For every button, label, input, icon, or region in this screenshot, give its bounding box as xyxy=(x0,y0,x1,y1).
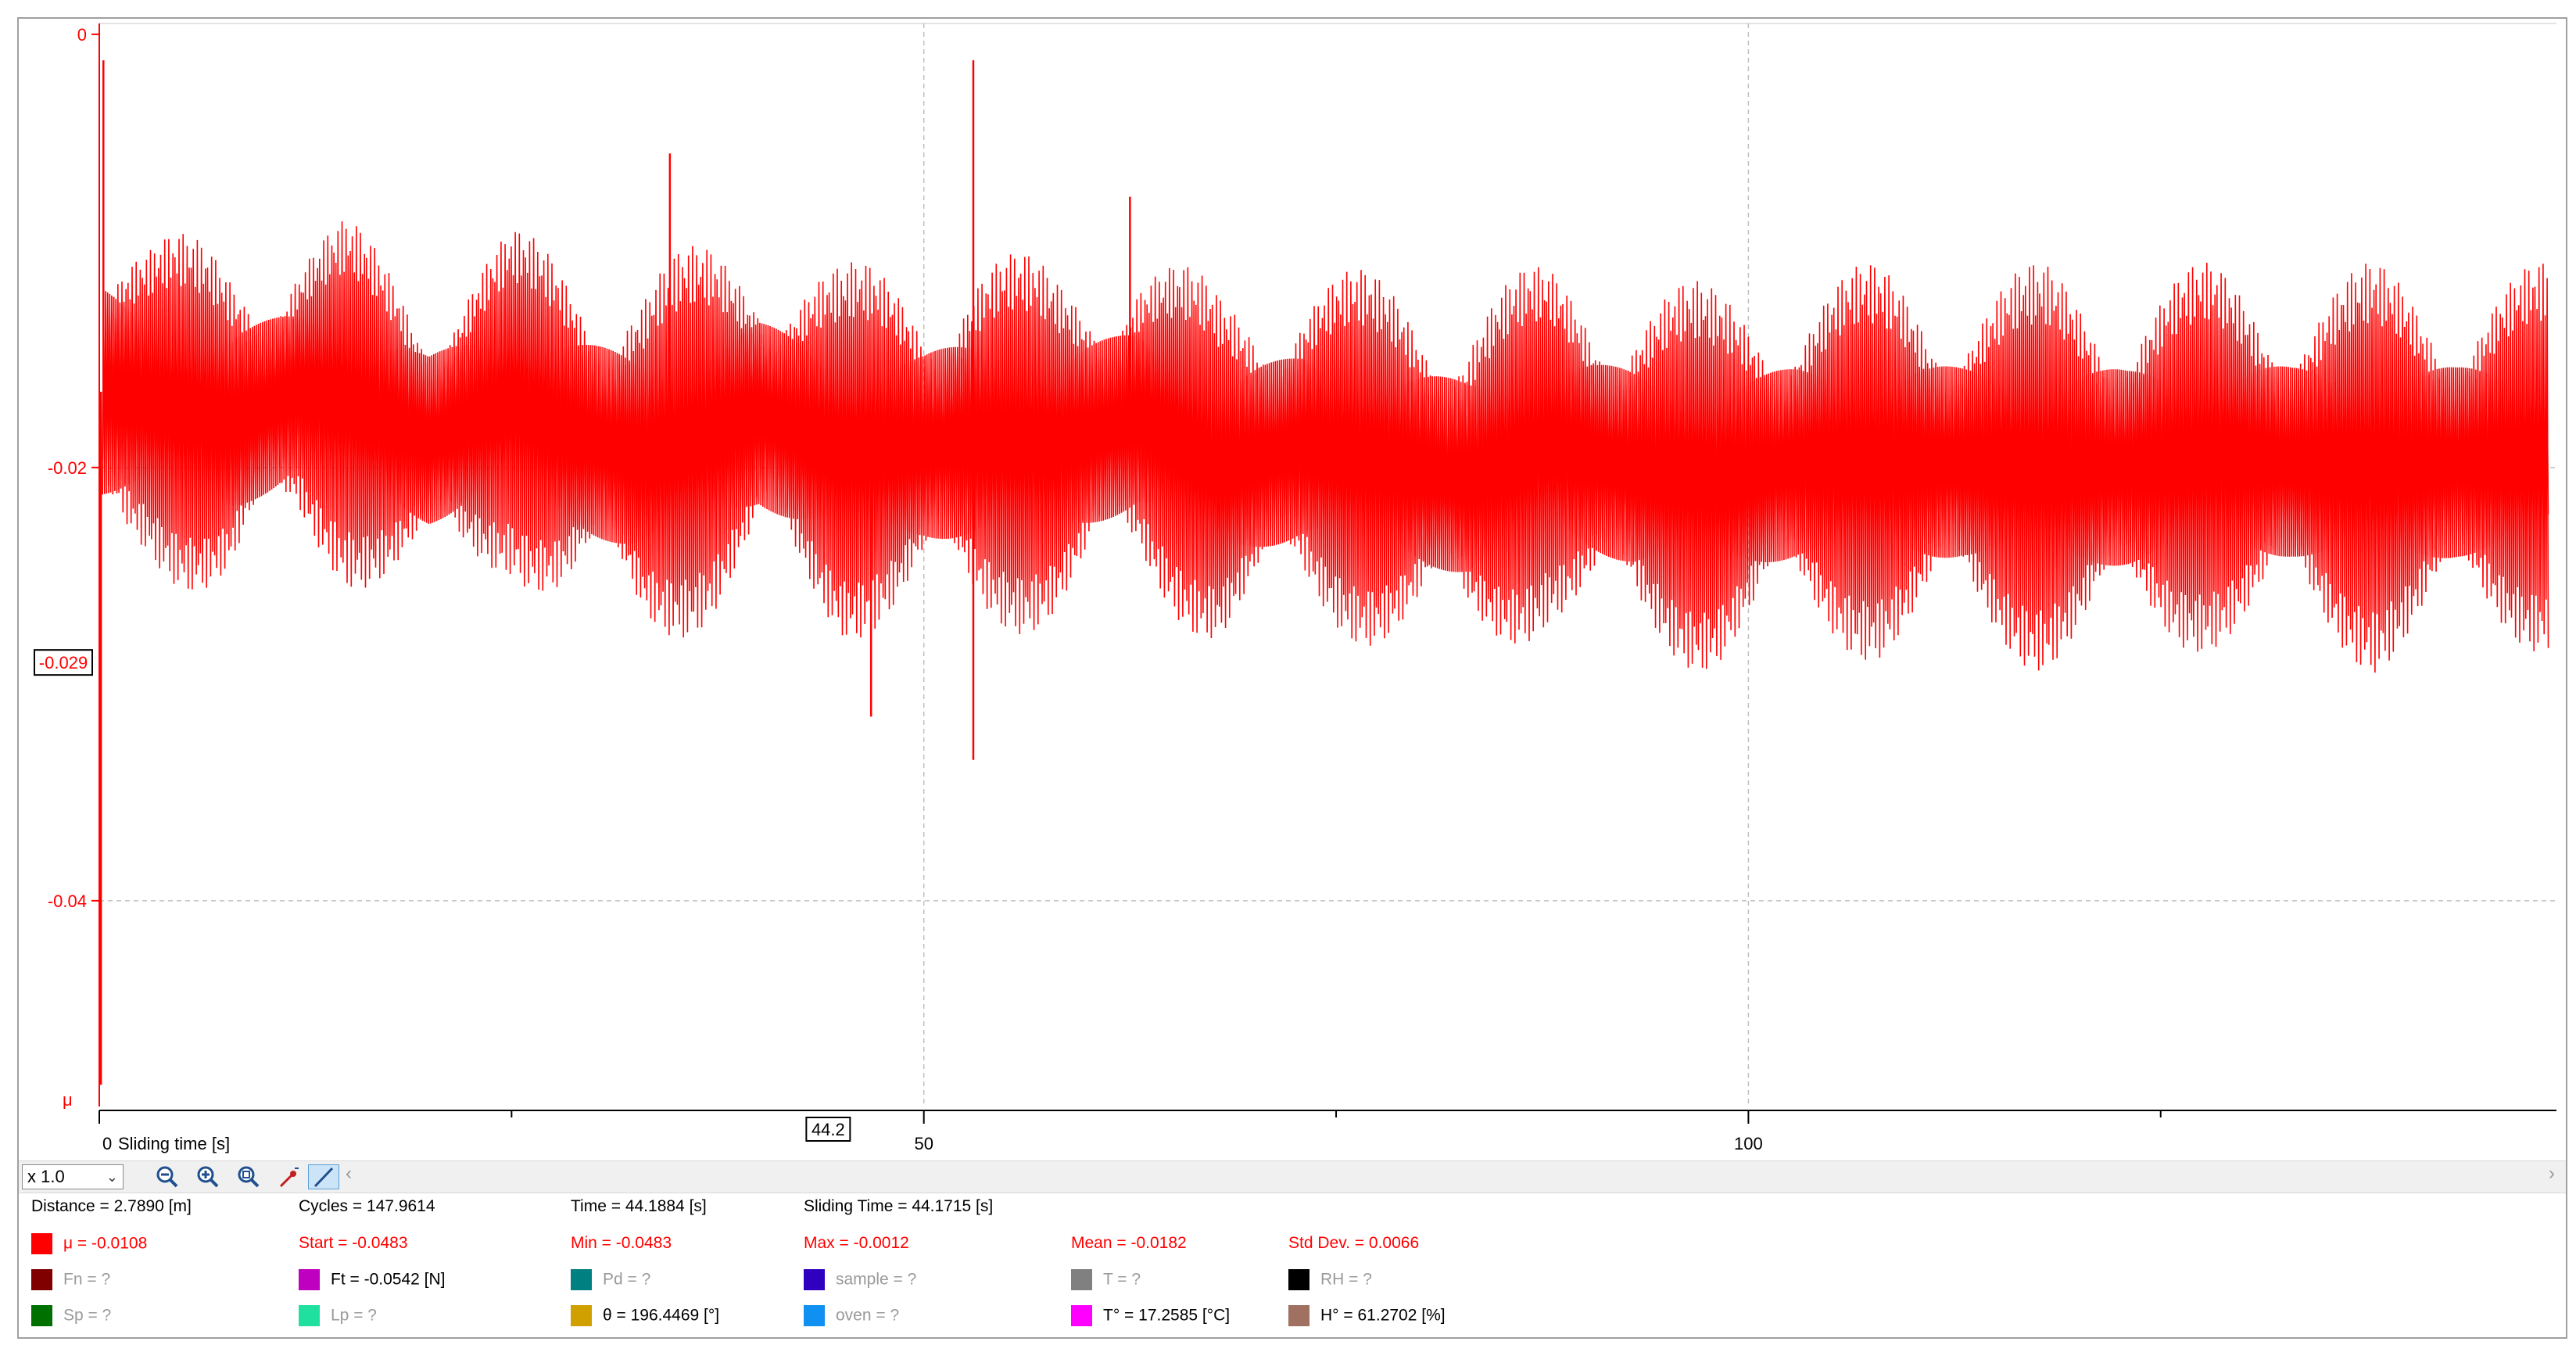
zoom-in-icon xyxy=(197,1166,219,1188)
channel-tdeg[interactable]: T° = 17.2585 [°C] xyxy=(1071,1304,1230,1327)
time-readout: Time = 44.1884 [s] xyxy=(571,1197,707,1215)
zoom-out-button[interactable] xyxy=(152,1164,183,1189)
tdeg-swatch xyxy=(1071,1304,1092,1326)
friction-plot[interactable]: 0 -0.02 -0.04 0 50 100 μ Sliding time [s] 44… xyxy=(0,0,2576,1160)
y-axis-label: μ xyxy=(63,1090,73,1110)
sliding-time-readout: Sliding Time = 44.1715 [s] xyxy=(804,1197,994,1215)
chart-toolbar: x 1.0 ⌄ ‹ › xyxy=(19,1160,2566,1193)
axes xyxy=(99,23,2556,1111)
fn-swatch xyxy=(31,1268,52,1290)
channel-lp[interactable]: Lp = ? xyxy=(299,1304,377,1327)
y-tick-label: -0.02 xyxy=(48,458,87,478)
pick-point-button[interactable] xyxy=(274,1164,305,1189)
cursor[interactable]: 44.2 -0.029 xyxy=(34,649,851,1142)
zoom-value: x 1.0 xyxy=(27,1167,65,1186)
hdeg-swatch xyxy=(1288,1304,1309,1326)
zoom-fit-button[interactable] xyxy=(233,1164,264,1189)
cycles-readout: Cycles = 147.9614 xyxy=(299,1197,435,1215)
x-cursor-label: 44.2 xyxy=(811,1120,845,1139)
y-tick-label: -0.04 xyxy=(48,891,87,911)
channel-sp[interactable]: Sp = ? xyxy=(31,1304,111,1327)
zoom-out-icon xyxy=(156,1166,178,1188)
zoom-select[interactable]: x 1.0 ⌄ xyxy=(22,1164,124,1189)
channel-theta[interactable]: θ = 196.4469 [°] xyxy=(571,1304,719,1327)
pd-swatch xyxy=(571,1268,592,1290)
distance-readout: Distance = 2.7890 [m] xyxy=(31,1197,192,1215)
chevron-down-icon: ⌄ xyxy=(106,1169,118,1185)
chart-window xyxy=(17,17,2567,1339)
theta-swatch xyxy=(571,1304,592,1326)
x-tick-label: 50 xyxy=(914,1134,933,1153)
max-readout: Max = -0.0012 xyxy=(804,1234,909,1252)
sample-swatch xyxy=(804,1268,825,1290)
ft-swatch xyxy=(299,1268,320,1290)
y-cursor-label: -0.029 xyxy=(39,653,88,673)
x-axis-label: Sliding time [s] xyxy=(118,1134,230,1153)
channel-sample[interactable]: sample = ? xyxy=(804,1268,916,1291)
zoom-fit-icon xyxy=(238,1166,260,1188)
channel-rh[interactable]: RH = ? xyxy=(1288,1268,1372,1291)
statistics-panel: Distance = 2.7890 [m] Cycles = 147.9614 … xyxy=(19,1193,2566,1338)
x-cursor-box[interactable] xyxy=(805,1117,851,1142)
rh-swatch xyxy=(1288,1268,1309,1290)
t-swatch xyxy=(1071,1268,1092,1290)
sp-swatch xyxy=(31,1304,52,1326)
line-tool-icon xyxy=(313,1167,334,1188)
mu-trace xyxy=(102,221,2549,673)
y-tick-label: 0 xyxy=(77,25,87,45)
series-mu xyxy=(99,60,2549,1085)
channel-fn[interactable]: Fn = ? xyxy=(31,1268,110,1291)
scroll-left-icon[interactable]: ‹ xyxy=(346,1163,352,1184)
channel-oven[interactable]: oven = ? xyxy=(804,1304,899,1327)
mu-trace-core xyxy=(102,289,2549,572)
channel-mu[interactable]: μ = -0.0108 xyxy=(31,1232,147,1255)
pick-point-icon xyxy=(279,1168,299,1188)
x-tick-label: 100 xyxy=(1734,1134,1763,1153)
start-readout: Start = -0.0483 xyxy=(299,1234,408,1252)
channel-ft[interactable]: Ft = -0.0542 [N] xyxy=(299,1268,446,1291)
x-tick-label: 0 xyxy=(102,1134,112,1153)
min-readout: Min = -0.0483 xyxy=(571,1234,672,1252)
channel-t[interactable]: T = ? xyxy=(1071,1268,1141,1291)
scroll-right-icon[interactable]: › xyxy=(2549,1163,2555,1184)
x-ticks: 0 50 100 xyxy=(99,1110,2162,1153)
channel-pd[interactable]: Pd = ? xyxy=(571,1268,650,1291)
oven-swatch xyxy=(804,1304,825,1326)
channel-hdeg[interactable]: H° = 61.2702 [%] xyxy=(1288,1304,1446,1327)
mu-swatch xyxy=(31,1232,52,1254)
y-ticks: 0 -0.02 -0.04 xyxy=(48,25,99,911)
zoom-in-button[interactable] xyxy=(192,1164,224,1189)
mean-readout: Mean = -0.0182 xyxy=(1071,1234,1187,1252)
y-cursor-box[interactable] xyxy=(34,649,93,676)
lp-swatch xyxy=(299,1304,320,1326)
std-dev-readout: Std Dev. = 0.0066 xyxy=(1288,1234,1420,1252)
line-tool-button[interactable] xyxy=(308,1164,339,1189)
